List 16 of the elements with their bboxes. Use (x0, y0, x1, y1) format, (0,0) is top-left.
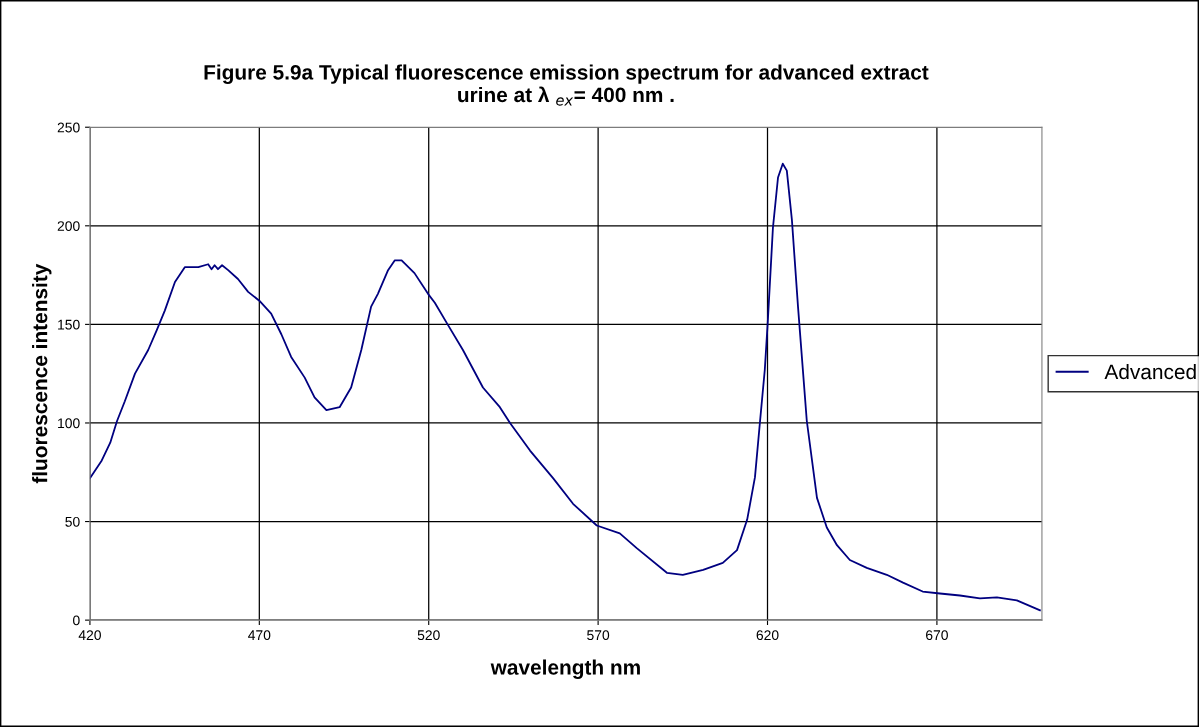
y-tick-label: 150 (58, 319, 80, 330)
y-tick-label: 0 (73, 615, 80, 626)
x-tick-label: 520 (417, 630, 440, 641)
y-tick-label: 100 (58, 418, 80, 429)
legend-label: Advanced (1104, 363, 1196, 380)
y-tick-label: 200 (57, 221, 80, 231)
x-tick-label: 570 (587, 630, 610, 641)
x-tick-label: 420 (78, 630, 101, 641)
chart-title: Figure 5.9a Typical fluorescence emission spectrum for advanced extract urine at λ $_{ex}$= 400 nm . (204, 64, 929, 106)
y-axis-title: fluorescence intensity (32, 263, 52, 484)
x-axis-title: wavelength nm (490, 659, 640, 679)
x-tick-label: 620 (756, 630, 779, 641)
x-tick-label: 670 (926, 630, 948, 641)
y-tick-label: 250 (57, 122, 80, 133)
y-tick-label: 50 (65, 516, 80, 527)
x-tick-label: 470 (248, 630, 271, 641)
